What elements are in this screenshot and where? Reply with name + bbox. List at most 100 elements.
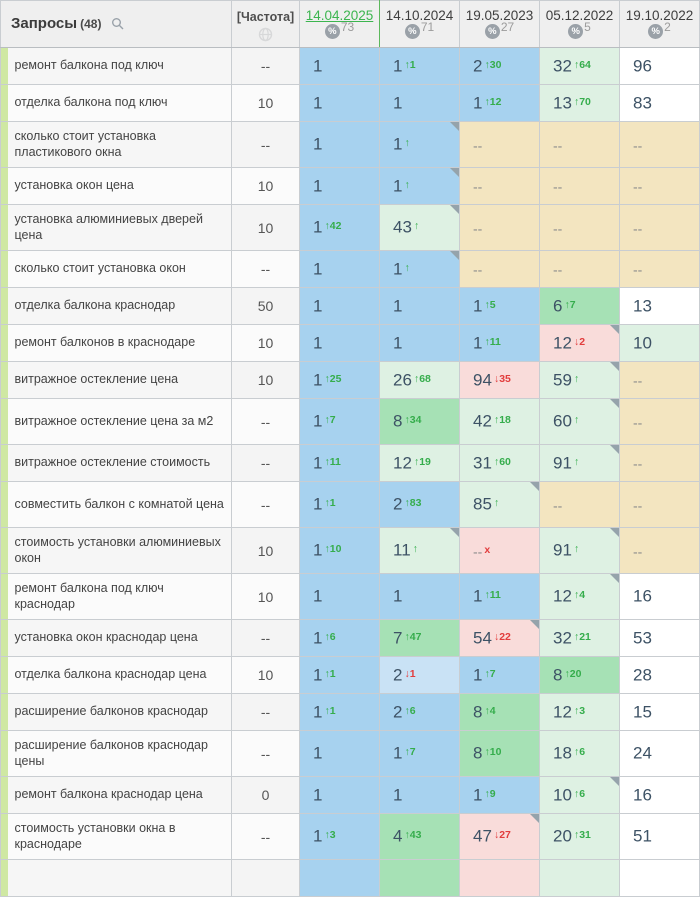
query-cell[interactable]: витражное остекление цена (7, 361, 233, 399)
position-cell[interactable] (539, 859, 621, 897)
position-cell[interactable]: 2 ↑6 (379, 693, 461, 731)
position-cell[interactable]: 24 (619, 730, 700, 777)
position-cell[interactable]: 1 ↑42 (299, 204, 381, 251)
position-cell[interactable]: 1 ↑6 (299, 619, 381, 657)
query-cell[interactable]: сколько стоит установка пластикового окн… (7, 121, 233, 168)
position-cell[interactable]: -- (619, 527, 700, 574)
query-cell[interactable]: ремонт балконов в краснодаре (7, 324, 233, 362)
position-cell[interactable]: 42 ↑18 (459, 398, 541, 445)
frequency-header[interactable]: [Частота] (231, 0, 301, 48)
position-cell[interactable]: 1 ↑7 (379, 730, 461, 777)
position-cell[interactable]: -- (619, 167, 700, 205)
position-cell[interactable]: -- (619, 481, 700, 528)
position-cell[interactable] (299, 859, 381, 897)
query-cell[interactable] (7, 859, 233, 897)
position-cell[interactable]: -- (459, 167, 541, 205)
position-cell[interactable]: 2 ↓1 (379, 656, 461, 694)
position-cell[interactable]: 47 ↓27 (459, 813, 541, 860)
position-cell[interactable]: 8 ↑10 (459, 730, 541, 777)
position-cell[interactable]: 32 ↑64 (539, 47, 621, 85)
position-cell[interactable]: 51 (619, 813, 700, 860)
query-cell[interactable]: отделка балкона краснодар цена (7, 656, 233, 694)
active-date-link[interactable]: 14.04.2025 (305, 8, 374, 23)
position-cell[interactable]: 94 ↓35 (459, 361, 541, 399)
position-cell[interactable]: -- (619, 250, 700, 288)
position-cell[interactable]: 60 ↑ (539, 398, 621, 445)
position-cell[interactable]: 1 (299, 324, 381, 362)
position-cell[interactable]: -- (539, 204, 621, 251)
query-cell[interactable]: совместить балкон с комнатой цена (7, 481, 233, 528)
position-cell[interactable] (459, 859, 541, 897)
date-column-header-4[interactable]: 19.10.2022% 2 (619, 0, 700, 48)
position-cell[interactable]: -- (619, 444, 700, 482)
position-cell[interactable]: 12 ↑4 (539, 573, 621, 620)
position-cell[interactable]: 1 ↑1 (379, 47, 461, 85)
position-cell[interactable]: 16 (619, 776, 700, 814)
queries-header[interactable]: Запросы (48) (0, 0, 233, 48)
position-cell[interactable]: 1 (299, 730, 381, 777)
position-cell[interactable]: 1 ↑9 (459, 776, 541, 814)
position-cell[interactable]: -- (619, 361, 700, 399)
position-cell[interactable]: 28 (619, 656, 700, 694)
position-cell[interactable]: 7 ↑47 (379, 619, 461, 657)
position-cell[interactable]: 1 (379, 84, 461, 122)
position-cell[interactable]: -- (619, 121, 700, 168)
position-cell[interactable]: 1 (299, 47, 381, 85)
position-cell[interactable]: 1 ↑11 (299, 444, 381, 482)
position-cell[interactable]: 54 ↓22 (459, 619, 541, 657)
position-cell[interactable]: -- x (459, 527, 541, 574)
position-cell[interactable]: 32 ↑21 (539, 619, 621, 657)
position-cell[interactable]: 1 ↑ (379, 121, 461, 168)
query-cell[interactable]: расширение балконов краснодар цены (7, 730, 233, 777)
position-cell[interactable]: 59 ↑ (539, 361, 621, 399)
position-cell[interactable]: 1 ↑ (379, 250, 461, 288)
position-cell[interactable]: 13 ↑70 (539, 84, 621, 122)
position-cell[interactable]: 8 ↑34 (379, 398, 461, 445)
position-cell[interactable]: 1 ↑7 (459, 656, 541, 694)
query-cell[interactable]: установка алюминиевых дверей цена (7, 204, 233, 251)
position-cell[interactable]: 1 (299, 573, 381, 620)
query-cell[interactable]: витражное остекление цена за м2 (7, 398, 233, 445)
position-cell[interactable]: 15 (619, 693, 700, 731)
position-cell[interactable]: 1 ↑11 (459, 573, 541, 620)
query-cell[interactable]: отделка балкона краснодар (7, 287, 233, 325)
position-cell[interactable]: 1 ↑ (379, 167, 461, 205)
search-icon[interactable] (111, 17, 124, 30)
position-cell[interactable]: 12 ↑19 (379, 444, 461, 482)
date-label[interactable]: 05.12.2022 (545, 8, 614, 23)
globe-icon[interactable] (232, 26, 299, 41)
query-cell[interactable]: установка окон цена (7, 167, 233, 205)
position-cell[interactable]: -- (539, 250, 621, 288)
position-cell[interactable]: 91 ↑ (539, 527, 621, 574)
query-cell[interactable]: ремонт балкона под ключ краснодар (7, 573, 233, 620)
query-cell[interactable]: стоимость установки окна в краснодаре (7, 813, 233, 860)
position-cell[interactable]: 1 ↑11 (459, 324, 541, 362)
position-cell[interactable]: 1 ↑1 (299, 693, 381, 731)
position-cell[interactable]: -- (619, 204, 700, 251)
position-cell[interactable]: 8 ↑4 (459, 693, 541, 731)
position-cell[interactable]: 10 (619, 324, 700, 362)
position-cell[interactable]: 31 ↑60 (459, 444, 541, 482)
position-cell[interactable]: 10 ↑6 (539, 776, 621, 814)
position-cell[interactable]: 1 (299, 84, 381, 122)
position-cell[interactable]: -- (619, 398, 700, 445)
query-cell[interactable]: витражное остекление стоимость (7, 444, 233, 482)
position-cell[interactable]: 1 (299, 167, 381, 205)
position-cell[interactable]: 1 (379, 324, 461, 362)
position-cell[interactable]: -- (539, 121, 621, 168)
position-cell[interactable]: 1 ↑1 (299, 656, 381, 694)
position-cell[interactable]: 6 ↑7 (539, 287, 621, 325)
position-cell[interactable]: 8 ↑20 (539, 656, 621, 694)
query-cell[interactable]: стоимость установки алюминиевых окон (7, 527, 233, 574)
position-cell[interactable]: 18 ↑6 (539, 730, 621, 777)
position-cell[interactable]: 1 ↑1 (299, 481, 381, 528)
position-cell[interactable]: 1 (299, 121, 381, 168)
position-cell[interactable]: 13 (619, 287, 700, 325)
date-label[interactable]: 19.10.2022 (625, 8, 694, 23)
position-cell[interactable]: 1 (299, 250, 381, 288)
position-cell[interactable]: -- (459, 204, 541, 251)
position-cell[interactable]: 1 ↑3 (299, 813, 381, 860)
date-label[interactable]: 19.05.2023 (465, 8, 534, 23)
position-cell[interactable]: 1 ↑25 (299, 361, 381, 399)
position-cell[interactable]: 16 (619, 573, 700, 620)
